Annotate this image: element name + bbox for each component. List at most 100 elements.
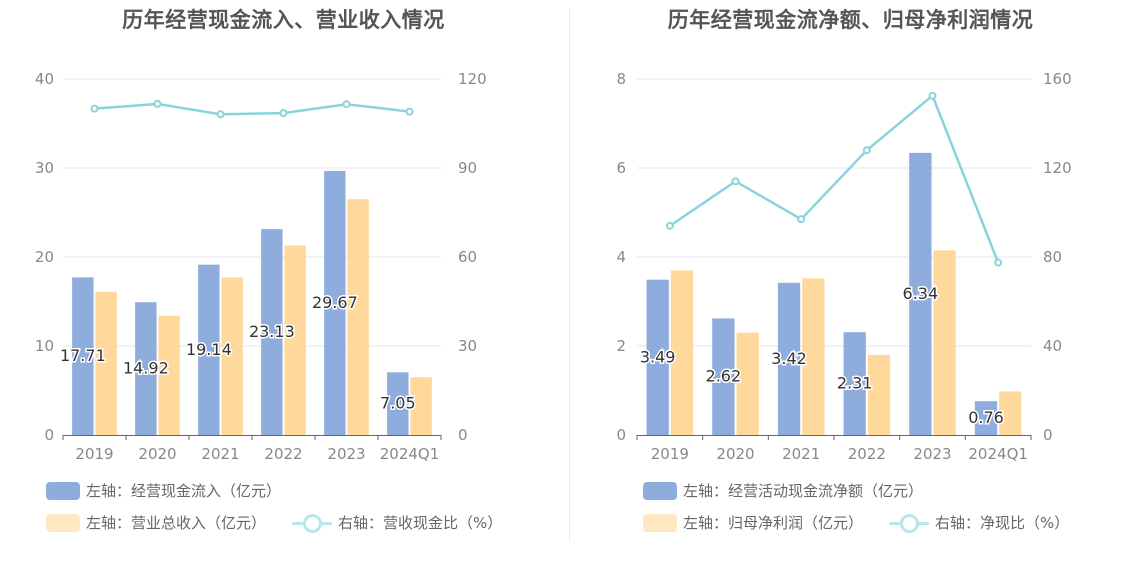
legend-line-swatch bbox=[292, 513, 332, 533]
bar-secondary bbox=[867, 354, 891, 435]
y-tick-label-right: 80 bbox=[1043, 248, 1062, 266]
bar-secondary bbox=[670, 270, 694, 435]
y-tick-label-right: 160 bbox=[1043, 70, 1072, 88]
line-point bbox=[405, 107, 414, 116]
bar-secondary bbox=[410, 377, 432, 435]
line-point bbox=[153, 99, 162, 108]
bar-primary bbox=[72, 277, 94, 435]
y-tick-label-right: 0 bbox=[1043, 426, 1053, 444]
legend-swatch bbox=[46, 513, 80, 532]
chart-panel-right: 历年经营现金流净额、归母净利润情况 0 0 2 40 4 80 6 120 8 160 2019 20… bbox=[567, 0, 1134, 582]
line-series bbox=[669, 93, 1000, 264]
legend-label: 左轴：归母净利润（亿元） bbox=[683, 514, 864, 532]
data-label: 2.62 bbox=[706, 367, 742, 386]
y-tick-label-left: 8 bbox=[616, 70, 626, 88]
legend-label: 左轴：经营现金流入（亿元） bbox=[86, 482, 282, 500]
x-tick-label: 2021 bbox=[782, 445, 820, 463]
x-tick-label: 2019 bbox=[75, 445, 113, 463]
legend-label: 左轴：营业总收入（亿元） bbox=[86, 514, 267, 532]
y-tick-label-left: 0 bbox=[44, 426, 54, 444]
legend-item[interactable]: 右轴：净现比（%） bbox=[889, 512, 1069, 533]
data-label: 3.42 bbox=[771, 349, 807, 368]
line-point bbox=[731, 177, 740, 186]
line-point bbox=[994, 258, 1003, 267]
legend-item[interactable]: 左轴：归母净利润（亿元） bbox=[643, 512, 863, 533]
legend-item[interactable]: 右轴：营收现金比（%） bbox=[292, 512, 502, 533]
legend-label: 右轴：净现比（%） bbox=[935, 514, 1070, 532]
bar-secondary bbox=[802, 278, 825, 435]
x-tick-label: 2020 bbox=[716, 445, 754, 463]
line-point bbox=[342, 100, 351, 109]
y-tick-label-right: 120 bbox=[1043, 159, 1072, 177]
chart-plot: 0 0 10 30 20 60 30 90 40 120 2019 2020 2021 2022 2023 2… bbox=[35, 70, 487, 463]
y-tick-label-right: 40 bbox=[1043, 337, 1062, 355]
chart-plot: 0 0 2 40 4 80 6 120 8 160 2019 2020 2021 2022 2023 2024… bbox=[616, 70, 1072, 463]
x-tick-label: 2021 bbox=[201, 445, 239, 463]
legend-swatch bbox=[643, 481, 677, 500]
bar-primary bbox=[324, 170, 346, 435]
y-tick-label-left: 40 bbox=[35, 70, 54, 88]
x-tick-label: 2022 bbox=[264, 445, 302, 463]
x-tick-label: 2023 bbox=[913, 445, 951, 463]
bar-primary bbox=[646, 279, 669, 435]
legend-item[interactable]: 左轴：营业总收入（亿元） bbox=[46, 512, 266, 533]
bar-secondary bbox=[221, 277, 243, 435]
bar-secondary bbox=[284, 245, 306, 435]
legend-item[interactable]: 左轴：经营现金流入（亿元） bbox=[46, 480, 281, 501]
panel-divider bbox=[569, 8, 570, 542]
line-point bbox=[279, 109, 288, 118]
bar-secondary bbox=[736, 332, 759, 435]
bar-secondary bbox=[95, 291, 117, 435]
bar-primary bbox=[135, 302, 157, 435]
chart-title: 历年经营现金流净额、归母净利润情况 bbox=[667, 8, 1034, 32]
y-tick-label-right: 90 bbox=[458, 159, 477, 177]
y-tick-label-right: 0 bbox=[458, 426, 468, 444]
y-tick-label-left: 0 bbox=[616, 426, 626, 444]
line-point bbox=[797, 215, 806, 224]
legend-item[interactable]: 左轴：经营活动现金流净额（亿元） bbox=[643, 480, 923, 501]
data-label: 2.31 bbox=[837, 374, 873, 393]
legend-line-swatch bbox=[889, 513, 929, 533]
y-tick-label-left: 4 bbox=[616, 248, 626, 266]
bar-primary bbox=[909, 152, 932, 435]
bar-secondary bbox=[999, 391, 1022, 435]
line-point bbox=[862, 146, 871, 155]
legend-label: 右轴：营收现金比（%） bbox=[338, 514, 503, 532]
data-label: 23.13 bbox=[249, 322, 295, 341]
line-point bbox=[90, 104, 99, 113]
data-label: 7.05 bbox=[380, 394, 416, 413]
x-tick-label: 2024Q1 bbox=[968, 445, 1028, 463]
x-tick-label: 2022 bbox=[848, 445, 886, 463]
data-label: 3.49 bbox=[640, 347, 676, 366]
y-tick-label-right: 120 bbox=[458, 70, 487, 88]
chart-panel-left: 历年经营现金流入、营业收入情况 0 0 10 30 20 60 30 90 40 120 2019 2… bbox=[35, 8, 502, 533]
y-tick-label-right: 60 bbox=[458, 248, 477, 266]
line-point bbox=[665, 221, 674, 230]
chart-title: 历年经营现金流入、营业收入情况 bbox=[122, 8, 445, 32]
data-label: 6.34 bbox=[903, 284, 939, 303]
x-tick-label: 2023 bbox=[327, 445, 365, 463]
y-tick-label-left: 20 bbox=[35, 248, 54, 266]
y-tick-label-left: 6 bbox=[616, 159, 626, 177]
y-tick-label-left: 30 bbox=[35, 159, 54, 177]
y-tick-label-left: 2 bbox=[616, 337, 626, 355]
bar-secondary bbox=[158, 315, 180, 435]
data-label: 29.67 bbox=[312, 293, 358, 312]
bar-primary bbox=[843, 332, 866, 435]
line-series bbox=[94, 102, 410, 116]
data-label: 17.71 bbox=[60, 346, 106, 365]
y-tick-label-right: 30 bbox=[458, 337, 477, 355]
bar-primary bbox=[261, 229, 283, 435]
line-point bbox=[928, 91, 937, 100]
data-label: 19.14 bbox=[186, 340, 232, 359]
bar-secondary bbox=[933, 250, 956, 435]
legend-swatch bbox=[643, 513, 677, 532]
bar-primary bbox=[777, 282, 801, 435]
data-label: 0.76 bbox=[968, 408, 1004, 427]
x-tick-label: 2020 bbox=[138, 445, 176, 463]
bar-secondary bbox=[347, 199, 369, 435]
legend-label: 左轴：经营活动现金流净额（亿元） bbox=[683, 482, 924, 500]
bar-primary bbox=[712, 318, 735, 435]
bar-primary bbox=[198, 264, 220, 435]
x-tick-label: 2024Q1 bbox=[380, 445, 440, 463]
